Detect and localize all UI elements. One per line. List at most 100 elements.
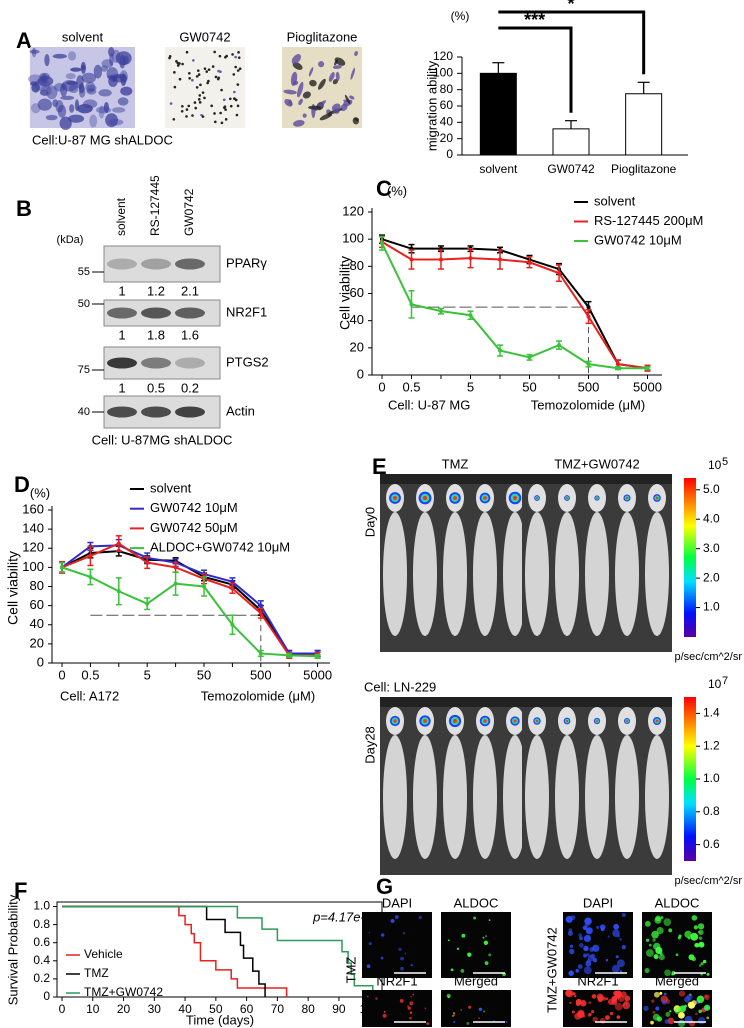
cell [76,104,93,114]
quantification: 1.8 [147,327,165,342]
pore [218,54,222,58]
signal [578,933,582,937]
cell [81,72,96,84]
cell [103,101,109,114]
pore [195,86,199,89]
legend-label: solvent [594,193,636,208]
pore [213,50,216,54]
point [202,584,206,589]
pore [236,69,240,72]
signal [592,944,600,952]
signal [398,947,402,951]
signal [664,1019,670,1024]
legend-label: TMZ+GW0742 [84,985,163,999]
signal [482,936,485,939]
signal [684,996,691,1003]
signal [655,719,659,723]
point [116,589,121,594]
point [586,362,591,367]
scale-base: 10 [708,677,722,691]
signal [567,930,573,936]
y-axis-label: Cell viability [5,551,21,625]
signal [583,966,592,975]
signal [596,925,600,930]
x-tick-label: 50 [522,379,536,394]
pore [210,104,213,108]
marker-label: 40 [78,406,90,418]
image-bg [563,912,633,978]
signal [605,959,609,962]
pore [169,102,173,105]
signal [400,966,404,971]
colorbar-tick-label: 3.0 [703,541,720,555]
pore [236,83,240,86]
pore [214,120,217,124]
band [141,406,171,418]
point [145,560,150,565]
cell [331,103,341,112]
pore [181,104,184,108]
pore [224,108,227,111]
signal [698,936,703,940]
point [439,257,443,262]
bioluminescence-image [522,474,672,652]
colorbar-tick-label: 2.0 [703,570,720,584]
point [586,314,591,319]
fluorescence-image [563,912,633,978]
pore [238,67,242,71]
pore [224,118,228,121]
signal [651,999,655,1003]
signal [596,497,598,499]
mouse-body [615,512,639,636]
signal [696,995,705,1004]
panel-label: B [16,196,32,221]
signal [575,968,580,973]
x-tick-label: 20 [117,1002,131,1016]
mouse-body [525,735,549,859]
pore [229,97,232,101]
y-axis-label: Cell viability [337,256,353,330]
colorbar [684,478,696,637]
x-tick-label: 60 [240,1002,254,1016]
condition-label: TMZ+GW0742 [554,456,640,471]
pore [235,113,239,117]
signal [568,928,573,933]
scale-exponent: 5 [722,456,728,468]
y-axis-label: Survival Probability [5,894,20,1005]
signal [694,942,700,948]
cell [334,57,346,66]
mouse-body [503,735,527,859]
cell [283,89,297,95]
signal [697,1016,706,1025]
signal [570,915,576,921]
signal [586,953,590,957]
x-tick-label: solvent [479,162,518,176]
cell [60,95,75,101]
caption: Cell: U-87MG shALDOC [92,432,233,447]
pore [193,101,197,104]
signal [621,913,626,917]
signal [375,997,378,1000]
signal [592,1016,598,1023]
x-tick-label: 0.5 [402,379,420,394]
signal [619,970,622,973]
signal [607,935,610,938]
cell [108,46,115,57]
bar [625,93,663,156]
condition-label: TMZ [343,957,358,984]
signal [569,948,575,955]
y-unit: (%) [387,183,407,198]
point [116,541,121,546]
signal [426,1022,430,1025]
signal [513,719,517,723]
band [175,258,205,270]
significance-label: * [567,0,574,14]
colorbar-tick-label: 1.0 [703,600,720,614]
image-bg [362,912,432,978]
x-tick-label: 70 [271,1002,285,1016]
y-tick-label: 0.2 [33,971,50,985]
x-tick-label: Pioglitazone [611,162,677,176]
pore [198,94,202,97]
signal [645,949,654,957]
y-tick-label: 0.6 [33,935,50,949]
